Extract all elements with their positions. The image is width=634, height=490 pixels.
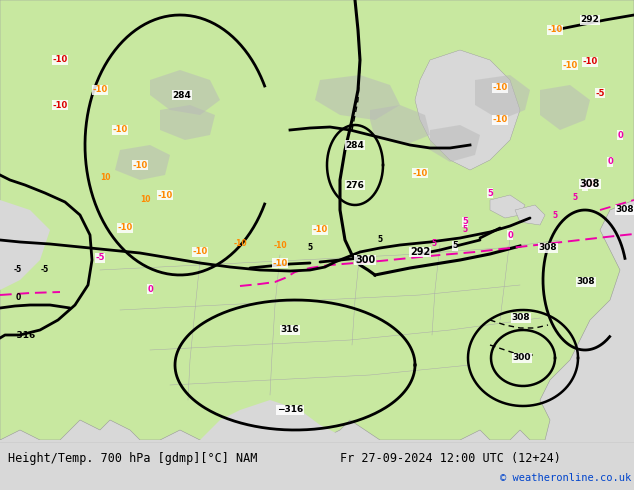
Text: -10: -10	[117, 223, 133, 232]
Text: 276: 276	[346, 180, 365, 190]
Text: -10: -10	[133, 161, 148, 170]
Text: 0: 0	[507, 230, 513, 240]
Text: © weatheronline.co.uk: © weatheronline.co.uk	[500, 473, 631, 483]
Text: -5: -5	[595, 89, 605, 98]
Text: -10: -10	[273, 241, 287, 249]
Polygon shape	[490, 195, 525, 218]
Text: 292: 292	[410, 247, 430, 257]
Text: -10: -10	[192, 247, 207, 256]
Polygon shape	[315, 75, 400, 120]
Text: -5: -5	[14, 266, 22, 274]
Text: 10: 10	[139, 196, 150, 204]
Text: -10: -10	[493, 116, 508, 124]
Text: 5: 5	[452, 242, 458, 250]
Text: -5: -5	[585, 178, 595, 188]
Text: -10: -10	[233, 239, 247, 247]
Text: 0: 0	[147, 285, 153, 294]
Text: 5: 5	[573, 194, 578, 202]
Polygon shape	[0, 200, 50, 290]
Text: 292: 292	[581, 16, 599, 24]
Polygon shape	[150, 70, 220, 115]
Polygon shape	[115, 145, 170, 180]
Text: -5: -5	[95, 253, 105, 263]
Polygon shape	[160, 105, 215, 140]
Polygon shape	[515, 205, 545, 225]
Text: −316: −316	[9, 330, 35, 340]
Text: 308: 308	[580, 179, 600, 189]
Polygon shape	[540, 85, 590, 130]
Text: -10: -10	[157, 191, 172, 199]
Text: Fr 27-09-2024 12:00 UTC (12+24): Fr 27-09-2024 12:00 UTC (12+24)	[340, 451, 561, 465]
Text: -10: -10	[53, 100, 68, 109]
Text: -10: -10	[583, 57, 598, 67]
Text: -10: -10	[493, 83, 508, 93]
Text: 10: 10	[100, 173, 110, 182]
Text: 284: 284	[172, 91, 191, 99]
Polygon shape	[200, 400, 350, 440]
Text: -5: -5	[41, 266, 49, 274]
Polygon shape	[370, 105, 430, 145]
Text: 300: 300	[355, 255, 375, 265]
Text: 0: 0	[607, 157, 613, 167]
Text: -10: -10	[273, 259, 288, 268]
Text: -10: -10	[53, 55, 68, 65]
Text: -10: -10	[112, 125, 127, 134]
Polygon shape	[415, 50, 520, 170]
Text: -10: -10	[93, 85, 108, 95]
Polygon shape	[475, 75, 530, 120]
Text: -10: -10	[562, 60, 578, 70]
Polygon shape	[430, 125, 480, 162]
Text: Height/Temp. 700 hPa [gdmp][°C] NAM: Height/Temp. 700 hPa [gdmp][°C] NAM	[8, 451, 257, 465]
Text: 308: 308	[539, 244, 557, 252]
Text: 0: 0	[15, 294, 21, 302]
Text: 5: 5	[307, 244, 313, 252]
Text: -10: -10	[547, 25, 562, 34]
Text: 0: 0	[582, 181, 588, 191]
Text: 308: 308	[577, 277, 595, 287]
Polygon shape	[0, 0, 634, 440]
Text: −316: −316	[277, 406, 303, 415]
Text: 308: 308	[512, 314, 530, 322]
Text: 284: 284	[346, 141, 365, 149]
Text: 5: 5	[432, 240, 437, 248]
Text: 316: 316	[281, 325, 299, 335]
Text: 5: 5	[462, 225, 467, 235]
Text: 5: 5	[377, 236, 382, 245]
Text: -10: -10	[412, 169, 427, 177]
Text: -10: -10	[313, 225, 328, 235]
Text: 308: 308	[616, 205, 634, 215]
Text: 0: 0	[617, 130, 623, 140]
Text: 300: 300	[513, 353, 531, 363]
Text: 5: 5	[462, 218, 468, 226]
Text: 5: 5	[552, 211, 557, 220]
Text: 5: 5	[487, 189, 493, 197]
